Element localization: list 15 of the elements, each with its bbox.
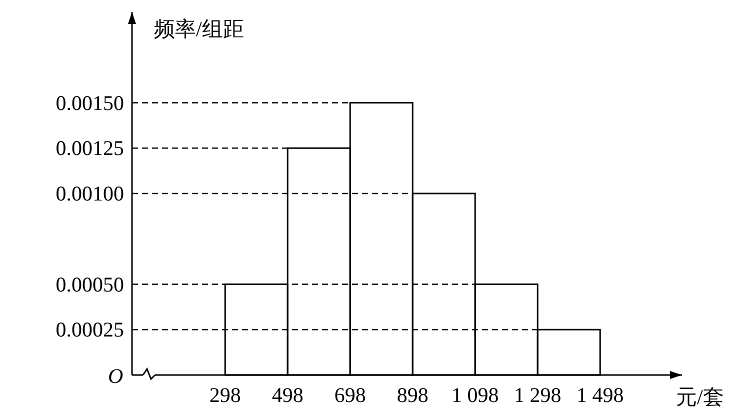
text: O <box>108 364 124 388</box>
x-tick-label: 1 498 <box>576 383 624 407</box>
x-tick-label: 898 <box>396 383 428 407</box>
x-tick-label: 498 <box>272 383 304 407</box>
y-axis-title: 频率/组距 <box>154 17 244 41</box>
y-tick-label: 0.00150 <box>56 90 124 115</box>
y-tick-label: 0.00125 <box>56 136 124 160</box>
y-tick-label: 0.00050 <box>56 272 124 296</box>
y-tick-label: 0.00100 <box>56 182 124 206</box>
x-axis-title: 元/套 <box>676 385 724 409</box>
x-tick-label: 298 <box>209 383 241 407</box>
x-tick-label: 1 098 <box>452 383 499 407</box>
y-tick-label: 0.00025 <box>56 318 124 342</box>
x-tick-label: 1 298 <box>514 383 562 407</box>
x-tick-label: 698 <box>334 383 366 407</box>
